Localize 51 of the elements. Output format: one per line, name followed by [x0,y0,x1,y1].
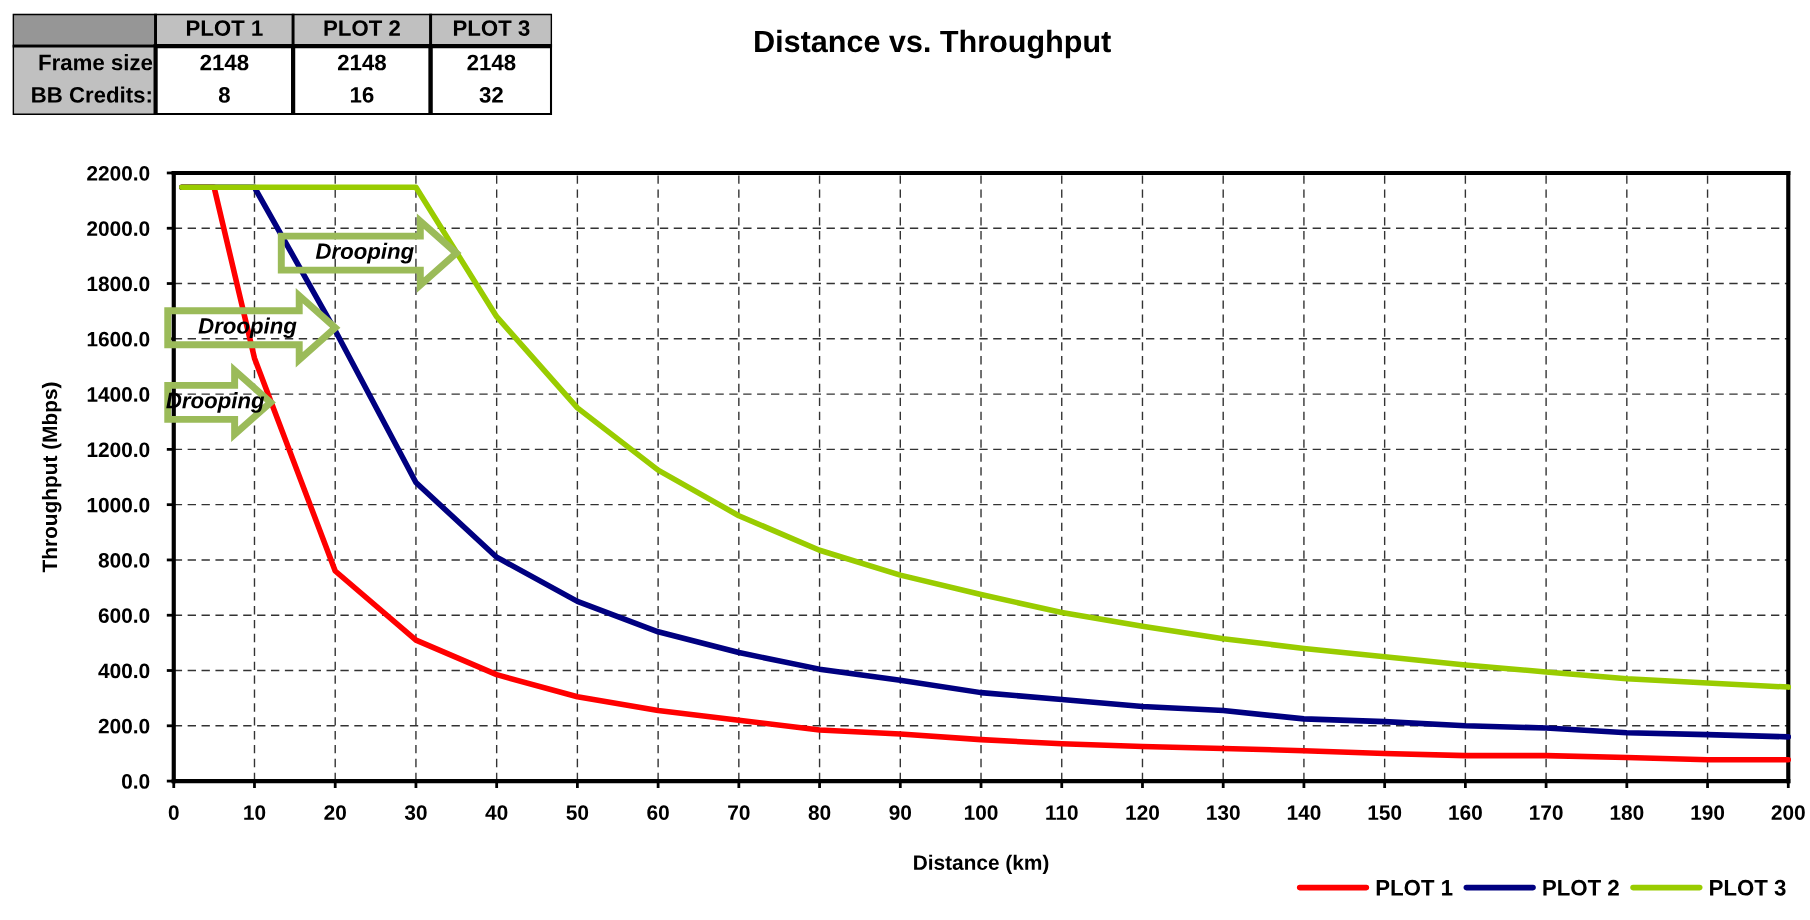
data-label: 2148 [200,54,249,71]
x-tick-label: PLOT 3 [453,20,530,36]
x-tick-label: PLOT 2 [324,20,400,36]
y-tick-label: 2200.0 [87,165,150,181]
y-tick-label: 0.0 [122,774,150,789]
y-tick-label: 1200.0 [87,442,150,458]
y-tick-label: 1800.0 [87,276,150,292]
x-tick-label: 40 [485,805,508,820]
x-tick-label: 180 [1610,805,1644,820]
x-tick-label: 0 [168,805,179,820]
x-tick-label: 90 [889,805,912,820]
annotation: Drooping [315,242,414,264]
x-tick-label: 50 [566,805,589,820]
x-tick-label: 100 [964,805,998,820]
x-tick-label: 160 [1449,805,1482,820]
data-label: 2148 [467,54,516,71]
y-axis-title: Throughput (Mbps) [41,382,62,573]
y-tick-label: BB Credits: [32,86,151,103]
x-tick-label: 140 [1287,805,1321,820]
y-tick-label: 600.0 [98,608,150,623]
x-tick-label: 20 [324,805,346,820]
x-tick-label: 10 [244,805,266,820]
y-tick-label: 1600.0 [87,331,150,347]
legend-label: PLOT 2 [1543,879,1619,896]
x-axis-title: Distance (km) [914,854,1049,875]
y-tick-label: Frame size [39,54,153,71]
data-label: 8 [218,87,230,103]
x-tick-label: 30 [404,805,427,821]
y-tick-label: 2000.0 [87,221,150,236]
y-tick-label: 400.0 [98,663,150,679]
x-tick-label: 70 [728,805,750,820]
x-tick-label: 80 [808,805,831,820]
data-label: 2148 [337,54,386,71]
x-tick-label: 60 [647,805,669,820]
legend-label: PLOT 3 [1710,879,1786,896]
legend-label: PLOT 1 [1376,879,1453,896]
x-tick-label: PLOT 1 [186,20,263,36]
x-tick-label: 130 [1207,805,1240,821]
data-label: 32 [479,87,503,103]
y-tick-label: 800.0 [98,552,150,568]
x-tick-label: 120 [1126,805,1159,820]
x-tick-label: 200 [1771,805,1805,820]
y-tick-label: 1400.0 [87,387,150,402]
chart-title: Distance vs. Throughput [755,29,1111,59]
y-tick-label: 200.0 [98,718,150,734]
x-tick-label: 150 [1368,805,1402,820]
y-tick-label: 1000.0 [87,497,150,513]
data-label: 16 [350,87,374,103]
x-tick-label: 190 [1691,805,1725,820]
x-tick-label: 110 [1046,805,1078,820]
x-tick-label: 170 [1530,805,1563,820]
